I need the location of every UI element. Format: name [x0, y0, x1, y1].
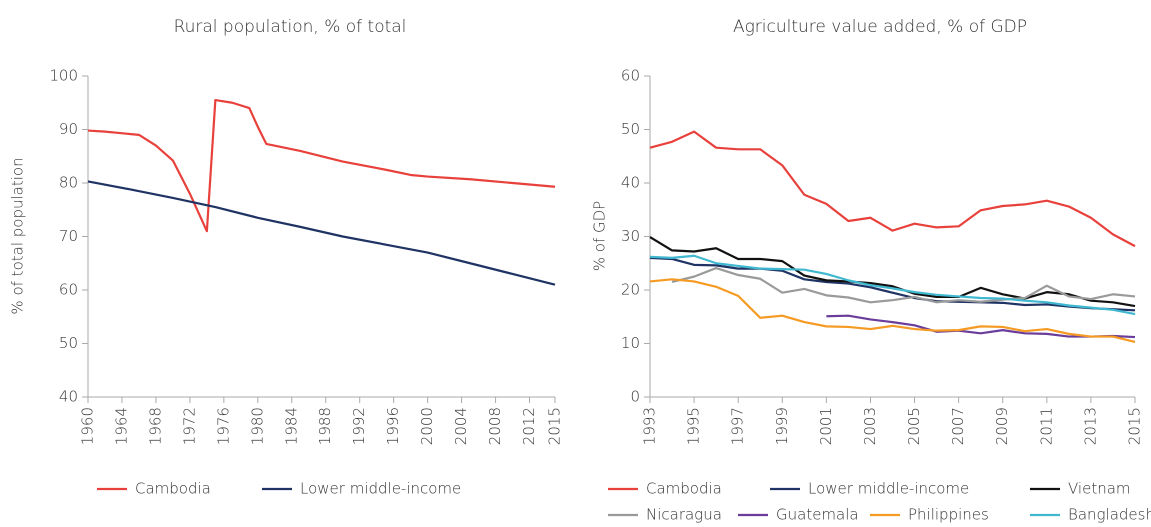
x-tick-label: 1995 [685, 407, 703, 445]
x-tick-label: 1976 [214, 407, 232, 445]
x-tick-label: 2012 [520, 407, 538, 445]
x-tick-label: 2011 [1037, 407, 1055, 445]
series-line [87, 180, 556, 286]
series-line [649, 130, 1136, 248]
series-line [671, 266, 1136, 304]
x-tick-label: 1996 [384, 407, 402, 445]
x-tick-label: 2001 [817, 407, 835, 445]
series-line [87, 98, 556, 233]
x-tick-label: 2007 [949, 407, 967, 445]
x-tick-label: 2003 [861, 407, 879, 445]
x-tick-label: 1964 [112, 407, 130, 445]
x-tick-label: 2013 [1081, 407, 1099, 445]
legend-label: Guatemala [776, 506, 859, 524]
y-tick-label: 60 [59, 281, 78, 299]
x-tick-label: 2004 [452, 407, 470, 445]
x-tick-label: 1984 [282, 407, 300, 445]
series-line [649, 256, 1136, 312]
series-line [649, 254, 1136, 316]
x-tick-label: 1997 [729, 407, 747, 445]
x-tick-label: 2015 [546, 407, 564, 445]
y-tick-label: 60 [621, 67, 640, 85]
y-tick-label: 50 [59, 334, 78, 352]
y-axis-label: % of total population [9, 157, 27, 314]
series-line [649, 236, 1136, 308]
x-tick-label: 1960 [79, 407, 97, 445]
y-tick-label: 90 [59, 120, 78, 138]
legend-label: Cambodia [646, 480, 722, 498]
y-tick-label: 10 [621, 334, 640, 352]
legend-label: Cambodia [135, 480, 211, 498]
y-tick-label: 100 [49, 67, 78, 85]
x-tick-label: 1993 [641, 407, 659, 445]
legend-label: Lower middle-income [808, 480, 969, 498]
legend-label: Nicaragua [646, 506, 722, 524]
y-tick-label: 20 [621, 281, 640, 299]
chart-title: Agriculture value added, % of GDP [733, 17, 1027, 37]
x-tick-label: 2000 [418, 407, 436, 445]
x-tick-label: 1999 [773, 407, 791, 445]
y-tick-label: 30 [621, 227, 640, 245]
x-tick-label: 1988 [316, 407, 334, 445]
x-tick-label: 1980 [248, 407, 266, 445]
y-tick-label: 80 [59, 174, 78, 192]
y-tick-label: 40 [621, 174, 640, 192]
y-tick-label: 0 [630, 388, 640, 406]
legend-label: Vietnam [1068, 480, 1131, 498]
series-line [649, 278, 1136, 343]
y-axis-label: % of GDP [591, 201, 609, 271]
y-tick-label: 70 [59, 227, 78, 245]
x-tick-label: 1972 [180, 407, 198, 445]
legend-label: Bangladesh [1068, 506, 1151, 524]
x-tick-label: 2008 [486, 407, 504, 445]
chart-title: Rural population, % of total [174, 17, 407, 37]
y-tick-label: 40 [59, 388, 78, 406]
legend-label: Lower middle-income [300, 480, 461, 498]
x-tick-label: 1992 [350, 407, 368, 445]
x-tick-label: 2005 [905, 407, 923, 445]
x-tick-label: 2015 [1126, 407, 1144, 445]
y-tick-label: 50 [621, 120, 640, 138]
x-tick-label: 2009 [993, 407, 1011, 445]
x-tick-label: 1968 [146, 407, 164, 445]
legend-label: Philippines [908, 506, 989, 524]
